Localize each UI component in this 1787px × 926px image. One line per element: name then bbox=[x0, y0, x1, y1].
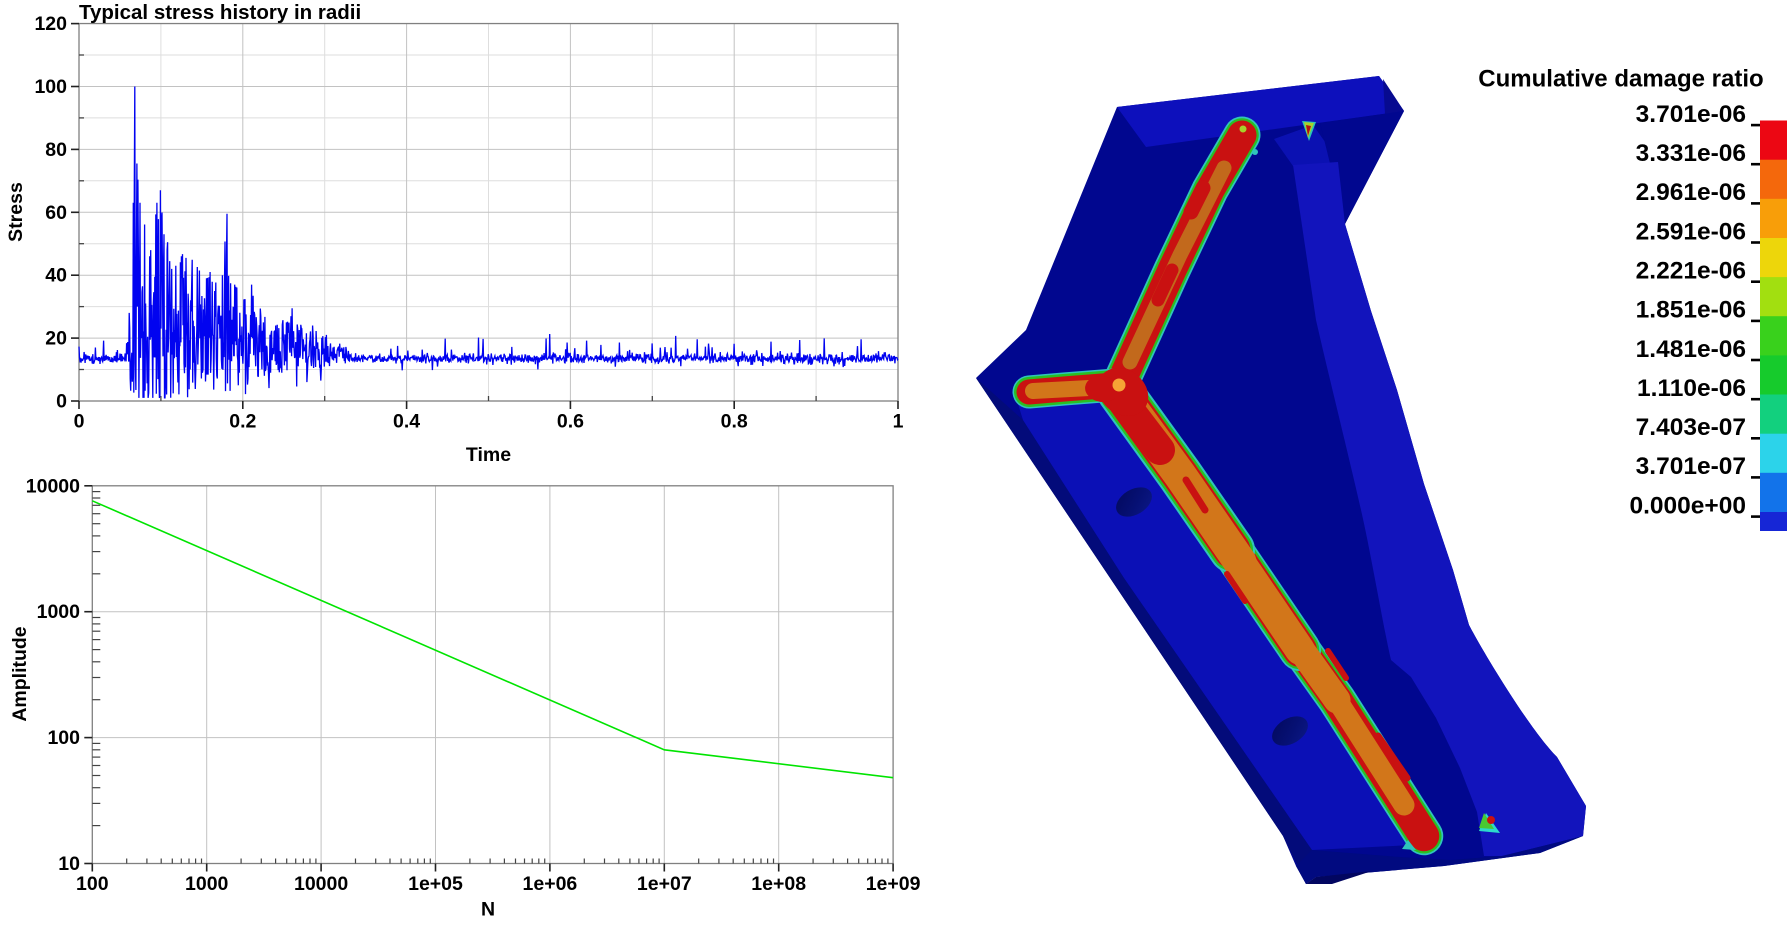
svg-text:0.4: 0.4 bbox=[393, 411, 420, 433]
svg-text:1.110e-06: 1.110e-06 bbox=[1637, 375, 1746, 402]
svg-text:2.591e-06: 2.591e-06 bbox=[1636, 218, 1746, 245]
svg-text:2.221e-06: 2.221e-06 bbox=[1636, 258, 1746, 285]
svg-text:60: 60 bbox=[45, 202, 67, 224]
svg-text:100: 100 bbox=[76, 873, 109, 895]
svg-text:0.8: 0.8 bbox=[721, 411, 748, 433]
svg-text:3.331e-06: 3.331e-06 bbox=[1636, 140, 1746, 167]
svg-text:100: 100 bbox=[47, 727, 80, 749]
svg-text:1.481e-06: 1.481e-06 bbox=[1636, 336, 1746, 363]
svg-text:10000: 10000 bbox=[294, 873, 348, 895]
svg-text:1.851e-06: 1.851e-06 bbox=[1636, 297, 1746, 324]
svg-text:1e+06: 1e+06 bbox=[523, 873, 578, 895]
svg-text:0.2: 0.2 bbox=[229, 411, 256, 433]
svg-text:100: 100 bbox=[34, 76, 67, 98]
svg-text:Amplitude: Amplitude bbox=[9, 626, 31, 721]
svg-text:N: N bbox=[481, 899, 495, 921]
svg-text:0.000e+00: 0.000e+00 bbox=[1630, 492, 1747, 519]
svg-text:1e+07: 1e+07 bbox=[637, 873, 692, 895]
svg-text:1e+05: 1e+05 bbox=[408, 873, 463, 895]
svg-text:1e+09: 1e+09 bbox=[866, 873, 921, 895]
svg-text:1: 1 bbox=[893, 411, 904, 433]
svg-text:7.403e-07: 7.403e-07 bbox=[1636, 414, 1746, 441]
svg-text:40: 40 bbox=[45, 265, 67, 287]
svg-text:1000: 1000 bbox=[185, 873, 229, 895]
svg-text:10000: 10000 bbox=[26, 475, 80, 497]
svg-text:3.701e-06: 3.701e-06 bbox=[1636, 101, 1746, 128]
svg-text:120: 120 bbox=[34, 13, 67, 35]
svg-text:0: 0 bbox=[74, 411, 85, 433]
svg-text:Stress: Stress bbox=[5, 182, 27, 242]
svg-text:0: 0 bbox=[56, 391, 67, 413]
svg-text:3.701e-07: 3.701e-07 bbox=[1636, 453, 1746, 480]
svg-text:Cumulative damage ratio: Cumulative damage ratio bbox=[1478, 66, 1763, 93]
svg-text:2.961e-06: 2.961e-06 bbox=[1636, 179, 1746, 206]
svg-text:Time: Time bbox=[466, 444, 511, 466]
svg-text:10: 10 bbox=[58, 853, 80, 875]
svg-text:1e+08: 1e+08 bbox=[751, 873, 806, 895]
svg-text:Typical stress history in radi: Typical stress history in radii bbox=[79, 1, 361, 24]
svg-text:0.6: 0.6 bbox=[557, 411, 584, 433]
svg-text:20: 20 bbox=[45, 328, 67, 350]
svg-text:1000: 1000 bbox=[37, 601, 81, 623]
svg-text:80: 80 bbox=[45, 139, 67, 161]
